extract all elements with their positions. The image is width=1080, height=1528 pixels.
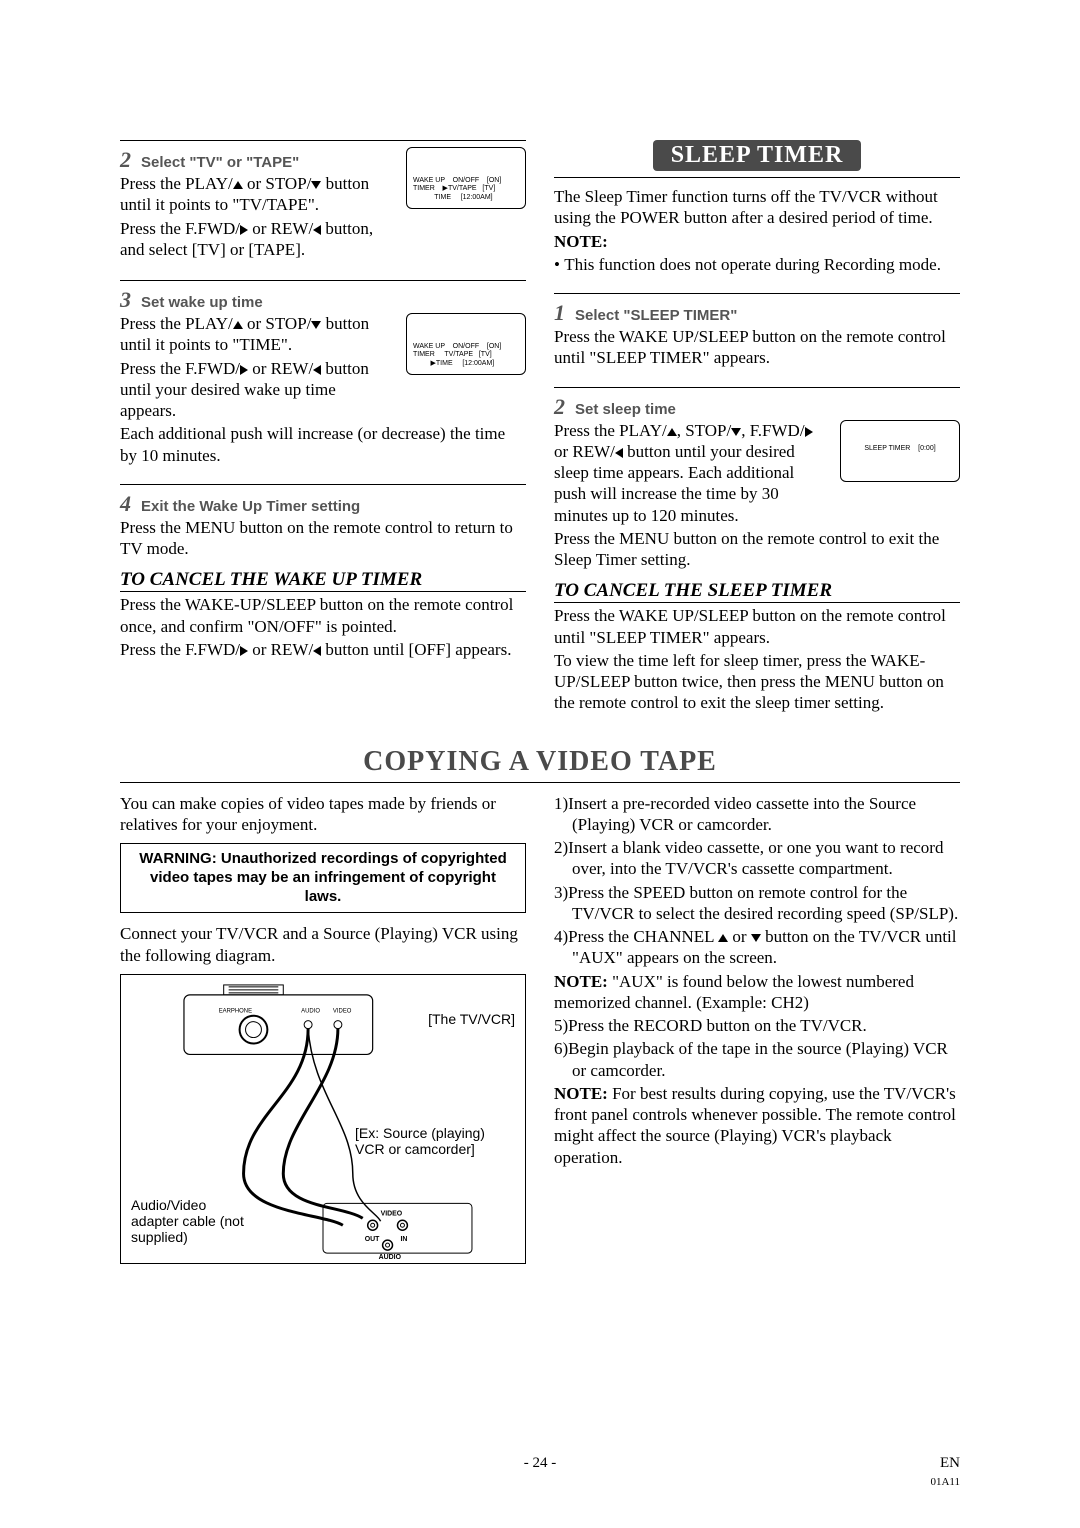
cancel-wakeup-text-2: Press the F.FWD/ or REW/ button until [O… — [120, 639, 526, 660]
svg-text:AUDIO: AUDIO — [301, 1008, 320, 1014]
right-column: SLEEP TIMER The Sleep Timer function tur… — [554, 140, 960, 716]
copy-note-1: NOTE: "AUX" is found below the lowest nu… — [554, 971, 960, 1014]
copy-step-2: 2)Insert a blank video cassette, or one … — [554, 837, 960, 880]
sleep-intro: The Sleep Timer function turns off the T… — [554, 186, 960, 229]
sleep-step-1-number: 1 — [554, 300, 565, 325]
copy-note-2: NOTE: For best results during copying, u… — [554, 1083, 960, 1168]
cancel-sleep-heading: TO CANCEL THE SLEEP TIMER — [554, 580, 960, 603]
svg-text:OUT: OUT — [365, 1236, 380, 1243]
note-bullet: • This function does not operate during … — [554, 254, 960, 275]
step-2-label: Select "TV" or "TAPE" — [141, 154, 299, 171]
sleep-step-1-text: Press the WAKE UP/SLEEP button on the re… — [554, 326, 960, 369]
cancel-sleep-text-2: To view the time left for sleep timer, p… — [554, 650, 960, 714]
connection-diagram: EARPHONE AUDIO VIDEO VIDEO OUT IN — [120, 974, 526, 1264]
note-label: NOTE: — [554, 232, 608, 251]
step-2-text-1: Press the PLAY/ or STOP/ button until it… — [120, 173, 396, 216]
osd-display-1: WAKE UP ON/OFF [ON] TIMER ▶TV/TAPE [TV] … — [406, 147, 526, 209]
copying-heading-wrap: COPYING A VIDEO TAPE — [120, 746, 960, 783]
step-4-text: Press the MENU button on the remote cont… — [120, 517, 526, 560]
step-3-text-3: Each additional push will increase (or d… — [120, 423, 526, 466]
cancel-wakeup-heading: TO CANCEL THE WAKE UP TIMER — [120, 569, 526, 592]
sleep-step-2-label: Set sleep time — [575, 401, 676, 418]
sleep-step-2-text-1: Press the PLAY/, STOP/, F.FWD/ or REW/ b… — [554, 420, 830, 526]
step-3-label: Set wake up time — [141, 294, 263, 311]
diagram-label-tvvcr: [The TV/VCR] — [428, 1011, 515, 1027]
warning-box: WARNING: Unauthorized recordings of copy… — [120, 843, 526, 913]
copy-intro: You can make copies of video tapes made … — [120, 793, 526, 836]
diagram-label-source: [Ex: Source (playing) VCR or camcorder] — [355, 1125, 515, 1157]
sleep-step-2-text-2: Press the MENU button on the remote cont… — [554, 528, 960, 571]
sleep-step-1-label: Select "SLEEP TIMER" — [575, 307, 737, 324]
svg-text:VIDEO: VIDEO — [381, 1210, 403, 1217]
svg-text:VIDEO: VIDEO — [333, 1008, 352, 1014]
copy-step-6: 6)Begin playback of the tape in the sour… — [554, 1038, 960, 1081]
svg-text:AUDIO: AUDIO — [379, 1254, 402, 1261]
copy-right-column: 1)Insert a pre-recorded video cassette i… — [554, 793, 960, 1264]
copying-title: COPYING A VIDEO TAPE — [363, 746, 717, 777]
step-2-text-2: Press the F.FWD/ or REW/ button, and sel… — [120, 218, 396, 261]
page-code: 01A11 — [930, 1476, 960, 1488]
svg-text:IN: IN — [400, 1236, 407, 1243]
copy-connect: Connect your TV/VCR and a Source (Playin… — [120, 923, 526, 966]
copy-step-3: 3)Press the SPEED button on remote contr… — [554, 882, 960, 925]
copy-step-5: 5)Press the RECORD button on the TV/VCR. — [554, 1015, 960, 1036]
page-number: - 24 - — [0, 1455, 1080, 1472]
step-4-label: Exit the Wake Up Timer setting — [141, 498, 360, 515]
step-2-number: 2 — [120, 147, 131, 172]
osd-display-2: WAKE UP ON/OFF [ON] TIMER TV/TAPE [TV] ▶… — [406, 313, 526, 375]
cancel-sleep-text-1: Press the WAKE UP/SLEEP button on the re… — [554, 605, 960, 648]
left-column: 2 Select "TV" or "TAPE" Press the PLAY/ o… — [120, 140, 526, 716]
step-4-number: 4 — [120, 491, 131, 516]
svg-text:EARPHONE: EARPHONE — [219, 1008, 252, 1014]
diagram-label-cable: Audio/Video adapter cable (not supplied) — [131, 1197, 251, 1245]
copy-left-column: You can make copies of video tapes made … — [120, 793, 526, 1264]
step-3-text-2: Press the F.FWD/ or REW/ button until yo… — [120, 358, 396, 422]
step-3-number: 3 — [120, 287, 131, 312]
page-lang: EN — [940, 1455, 960, 1472]
sleep-step-2-number: 2 — [554, 394, 565, 419]
sleep-timer-title: SLEEP TIMER — [653, 140, 862, 171]
osd-display-3: SLEEP TIMER [0:00] — [840, 420, 960, 482]
step-3-text-1: Press the PLAY/ or STOP/ button until it… — [120, 313, 396, 356]
cancel-wakeup-text-1: Press the WAKE-UP/SLEEP button on the re… — [120, 594, 526, 637]
copy-step-4: 4)Press the CHANNEL or button on the TV/… — [554, 926, 960, 969]
copy-step-1: 1)Insert a pre-recorded video cassette i… — [554, 793, 960, 836]
